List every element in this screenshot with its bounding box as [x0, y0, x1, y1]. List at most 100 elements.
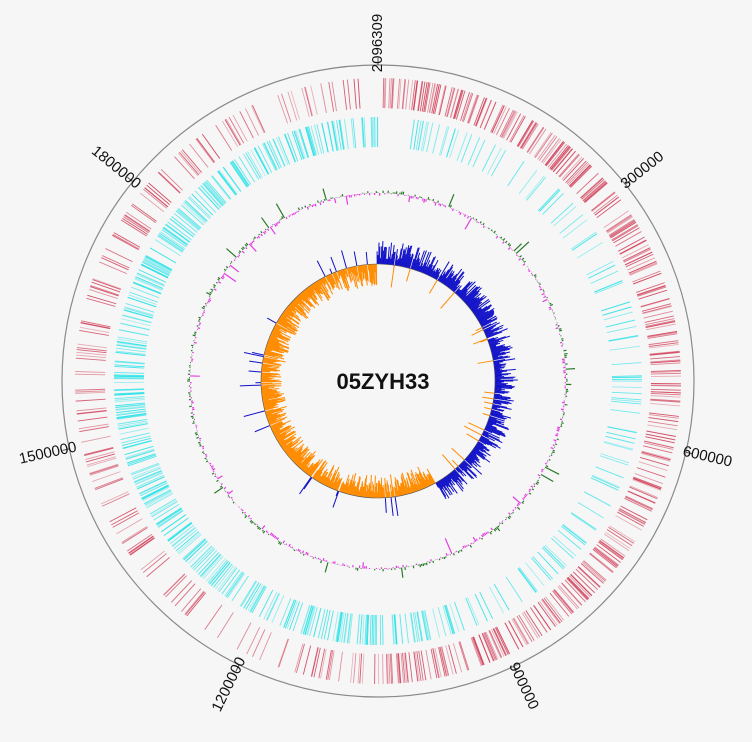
cds-forward-feature — [401, 652, 406, 683]
gc-skew-bar — [367, 483, 370, 498]
cds-reverse-feature — [611, 398, 642, 403]
gc-skew-bar — [424, 266, 429, 274]
gc-skew-bar — [439, 479, 447, 491]
cds-reverse-feature — [154, 239, 181, 257]
gc-skew-bar — [351, 480, 356, 496]
cds-forward-feature — [549, 145, 569, 169]
cds-reverse-feature — [421, 610, 428, 641]
cds-reverse-feature — [517, 568, 537, 593]
gc-skew-bar — [450, 471, 458, 481]
gc-skew-bar — [262, 398, 269, 402]
cds-reverse-feature — [230, 161, 249, 187]
gc-content-bar — [556, 428, 560, 430]
cds-reverse-feature — [144, 489, 172, 505]
gc-skew-bar — [400, 248, 405, 267]
gc-skew-bar — [494, 365, 502, 368]
gc-skew-bar — [485, 427, 506, 438]
gc-skew-bar — [343, 268, 347, 275]
cds-forward-feature — [75, 390, 106, 393]
tick-mark — [685, 451, 693, 455]
cds-reverse-feature — [409, 119, 415, 150]
gc-skew-bar — [291, 301, 307, 316]
gc-content-bar — [202, 447, 205, 450]
gc-content-bar — [217, 475, 223, 480]
gc-content-bar — [314, 203, 317, 207]
gc-skew-bar — [487, 422, 494, 426]
gc-content-bar — [196, 436, 199, 439]
cds-forward-feature — [534, 132, 553, 158]
gc-skew-bar — [276, 435, 286, 441]
gc-skew-bar — [290, 302, 296, 308]
cds-forward-feature — [624, 251, 653, 266]
cds-reverse-feature — [518, 169, 538, 195]
gc-skew-bar — [425, 257, 435, 275]
cds-forward-feature — [391, 78, 395, 109]
gc-content-bar — [459, 212, 462, 216]
cds-reverse-feature — [169, 218, 194, 238]
gc-skew-bar — [334, 272, 340, 283]
cds-reverse-feature — [570, 231, 597, 250]
gc-skew-bar — [276, 430, 291, 440]
cds-reverse-feature — [602, 306, 632, 316]
cds-forward-feature — [89, 464, 119, 475]
gc-content-bar — [221, 275, 225, 279]
gc-skew-bar — [266, 345, 280, 351]
gc-skew-bar — [493, 397, 514, 402]
cds-reverse-feature — [150, 499, 177, 517]
gc-content-bar — [273, 223, 277, 227]
gc-skew-bar — [268, 338, 280, 344]
gc-skew-bar — [285, 440, 304, 455]
gc-skew-bar — [319, 468, 328, 483]
cds-reverse-feature — [116, 344, 147, 350]
cds-forward-feature — [638, 461, 668, 471]
cds-reverse-feature — [601, 301, 630, 312]
gc-content-bar — [227, 495, 230, 497]
gc-skew-bar — [428, 479, 432, 486]
cds-reverse-feature — [331, 120, 338, 151]
cds-forward-feature — [466, 94, 478, 124]
cds-forward-feature — [112, 233, 140, 250]
gc-content-bar — [215, 281, 218, 284]
cds-reverse-feature — [117, 418, 148, 425]
cds-forward-feature — [570, 574, 593, 597]
gc-skew-bar — [463, 460, 473, 469]
gc-skew-bar — [274, 433, 281, 438]
cds-forward-feature — [582, 180, 606, 202]
cds-reverse-feature — [239, 580, 257, 607]
cds-reverse-feature — [331, 121, 338, 151]
cds-reverse-feature — [227, 573, 246, 599]
cds-forward-feature — [624, 497, 652, 512]
cds-forward-feature — [541, 138, 560, 163]
gc-skew-bar — [492, 401, 502, 405]
gc-content-bar — [559, 329, 563, 332]
gc-skew-bar — [270, 421, 283, 428]
gc-skew-bar — [288, 443, 305, 458]
cds-forward-feature — [165, 575, 187, 598]
cds-reverse-feature — [245, 152, 262, 179]
cds-reverse-feature — [570, 513, 596, 531]
cds-forward-feature — [612, 225, 639, 242]
cds-reverse-feature — [176, 209, 201, 230]
gc-skew-bar — [394, 477, 399, 497]
gc-content-bar — [206, 301, 209, 304]
cds-reverse-feature — [221, 569, 241, 595]
gc-skew-bar — [302, 465, 308, 471]
gc-skew-bar — [280, 315, 296, 327]
cds-forward-feature — [318, 648, 326, 679]
gc-skew-bar — [322, 476, 328, 485]
gc-skew-bar — [348, 267, 351, 274]
cds-reverse-feature — [313, 607, 322, 638]
cds-reverse-feature — [588, 264, 616, 279]
gc-skew-bar — [331, 471, 340, 489]
gc-skew-bar — [319, 279, 324, 284]
cds-forward-feature — [648, 414, 679, 419]
gc-skew-bar — [492, 356, 511, 361]
cds-forward-feature — [122, 527, 148, 544]
cds-forward-feature — [417, 81, 424, 112]
gc-content-bar — [522, 497, 525, 500]
gc-skew-bar — [327, 274, 335, 289]
cds-reverse-feature — [190, 545, 213, 568]
gc-skew-bar — [401, 472, 409, 495]
gc-skew-bar — [472, 308, 479, 313]
cds-reverse-feature — [426, 122, 434, 153]
